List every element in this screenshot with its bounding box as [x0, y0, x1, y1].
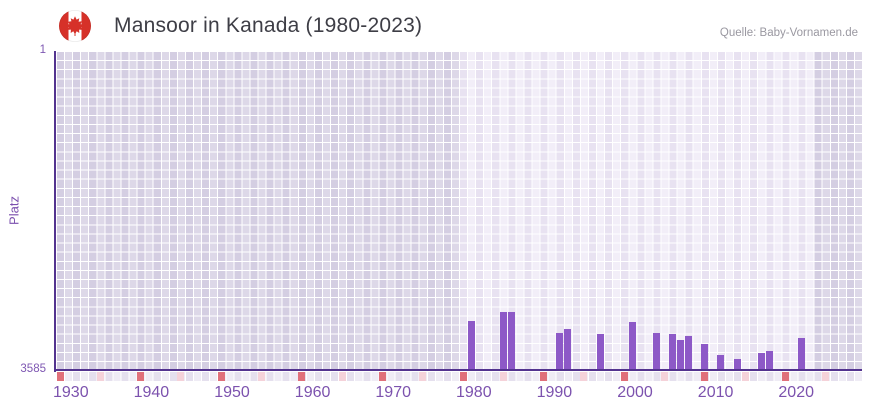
- canada-flag-icon: [58, 9, 92, 43]
- mid-decade-tick-1985: [499, 372, 507, 381]
- x-tick-label-2010: 2010: [697, 384, 734, 401]
- rank-bar-1997: [596, 333, 604, 370]
- decade-tick-1960: [298, 372, 306, 381]
- rank-bar-2004: [652, 332, 660, 370]
- rank-bar-1993: [564, 328, 572, 370]
- page-title: Mansoor in Kanada (1980-2023): [114, 14, 423, 37]
- x-tick-label-1930: 1930: [53, 384, 89, 401]
- rank-bar-2001: [628, 322, 636, 370]
- rank-bar-2007: [677, 339, 685, 370]
- x-tick-label-1970: 1970: [375, 384, 411, 401]
- y-axis-top-tick: 1: [39, 44, 46, 56]
- decade-tick-2020: [781, 372, 789, 381]
- decade-tick-1930: [56, 372, 64, 381]
- rank-bar-2017: [757, 353, 765, 370]
- rank-bar-2014: [733, 359, 741, 370]
- plot-grid-overlay: [56, 51, 862, 370]
- y-axis-line: [54, 51, 56, 372]
- mid-decade-tick-1945: [177, 372, 185, 381]
- x-tick-label-2020: 2020: [778, 384, 814, 401]
- decade-tick-2010: [701, 372, 709, 381]
- decade-tick-1970: [378, 372, 386, 381]
- rank-bar-2012: [717, 354, 725, 370]
- rank-bar-1981: [467, 321, 475, 370]
- x-tick-label-1950: 1950: [214, 384, 250, 401]
- mid-decade-tick-1955: [258, 372, 265, 381]
- rank-bar-1986: [507, 311, 515, 370]
- mid-decade-tick-1965: [338, 372, 346, 381]
- mid-decade-tick-1935: [96, 372, 104, 381]
- mid-decade-tick-1975: [419, 372, 427, 381]
- x-axis-tick-strip: [56, 372, 862, 381]
- mid-decade-tick-2025: [822, 372, 830, 381]
- rank-bar-2022: [798, 338, 806, 370]
- mid-decade-tick-2005: [661, 372, 668, 381]
- rank-bar-2006: [669, 333, 677, 370]
- x-tick-label-1980: 1980: [456, 384, 492, 401]
- mid-decade-tick-2015: [741, 372, 749, 381]
- rank-bar-1985: [499, 311, 507, 370]
- x-tick-label-1960: 1960: [294, 384, 331, 401]
- x-axis-line: [54, 369, 862, 371]
- decade-tick-1990: [540, 372, 548, 381]
- rank-bar-2010: [701, 344, 709, 370]
- decade-tick-1950: [217, 372, 225, 381]
- source-attribution: Quelle: Baby-Vornamen.de: [719, 27, 858, 39]
- rank-bar-1992: [556, 332, 564, 370]
- x-tick-label-2000: 2000: [617, 384, 653, 401]
- rank-bar-2018: [765, 350, 773, 370]
- mid-decade-tick-1995: [580, 372, 588, 381]
- decade-tick-1980: [459, 372, 467, 381]
- x-tick-label-1990: 1990: [536, 384, 573, 401]
- x-tick-label-1940: 1940: [133, 384, 170, 401]
- decade-tick-1940: [137, 372, 145, 381]
- y-axis-bottom-tick: 3585: [20, 363, 46, 375]
- rank-bar-2008: [685, 336, 693, 370]
- decade-tick-2000: [620, 372, 628, 381]
